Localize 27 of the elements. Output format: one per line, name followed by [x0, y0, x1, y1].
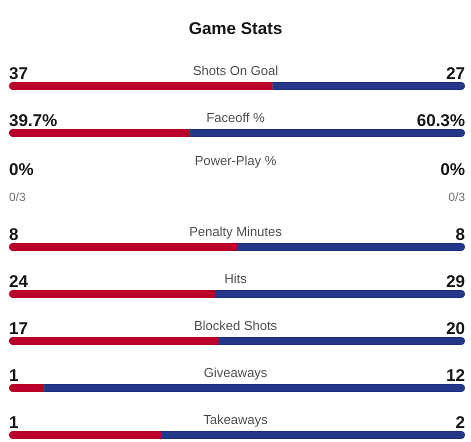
- data-label: 12: [446, 366, 465, 385]
- text: 0%: [440, 160, 465, 179]
- data-label: 27: [446, 64, 465, 83]
- y-tick-label: Hits: [224, 271, 248, 286]
- data-label: 20: [446, 319, 465, 338]
- data-label: 8: [456, 225, 465, 244]
- y-tick-label: Shots On Goal: [192, 63, 278, 78]
- category-label: Power-Play %: [194, 153, 277, 168]
- text: 0%: [9, 160, 34, 179]
- data-label: 39.7%: [9, 111, 58, 130]
- data-label: 1: [9, 366, 18, 385]
- y-tick-label: Giveaways: [204, 365, 268, 380]
- y-tick-label: Penalty Minutes: [189, 224, 282, 239]
- data-label: 1: [9, 413, 18, 432]
- data-label: 37: [9, 64, 28, 83]
- data-label: 24: [9, 272, 28, 291]
- data-label: 17: [9, 319, 28, 338]
- data-label: 29: [446, 272, 465, 291]
- data-label: 60.3%: [416, 111, 465, 130]
- annotation: 0/3: [448, 190, 466, 204]
- y-tick-label: Faceoff %: [206, 110, 266, 125]
- annotation: 0/3: [9, 190, 26, 204]
- y-tick-label: Takeaways: [203, 412, 268, 427]
- chart-title: Game Stats: [188, 19, 282, 38]
- y-tick-label: Blocked Shots: [194, 318, 278, 333]
- data-label: 2: [456, 413, 465, 432]
- data-label: 8: [9, 225, 18, 244]
